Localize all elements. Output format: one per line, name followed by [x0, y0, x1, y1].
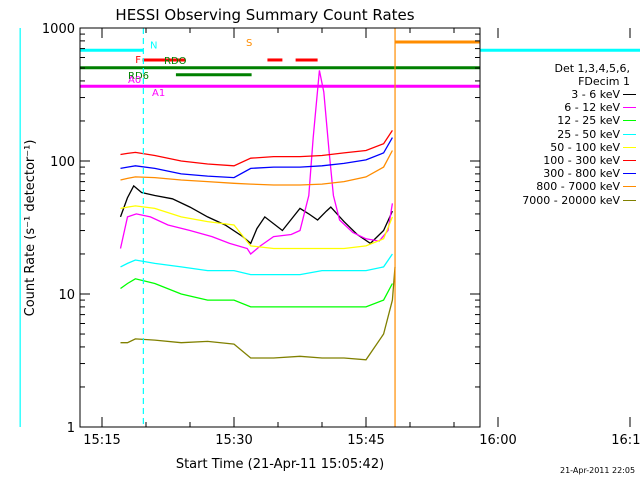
y-tick-label-3: 1000 [42, 22, 75, 37]
legend-swatch [623, 120, 636, 122]
legend-entry-100-300-kev: 100 - 300 keV [486, 154, 636, 167]
legend-entry-25-50-kev: 25 - 50 keV [486, 128, 636, 141]
legend-label: 100 - 300 keV [543, 154, 620, 168]
generated-timestamp: 21-Apr-2011 22:05 [560, 466, 636, 475]
flag-label-rdo: RDO [164, 56, 187, 67]
series-line-3-6-kev-part-1 [119, 184, 393, 245]
series-line-12-25-kev-part-1 [120, 278, 393, 308]
legend-entry-50-100-kev: 50 - 100 keV [486, 141, 636, 154]
legend-swatch [623, 199, 636, 201]
legend-swatch [623, 160, 636, 162]
x-tick-label-1: 15:30 [215, 433, 252, 448]
legend: Det 1,3,4,5,6, FDecim 1 3 - 6 keV 6 - 12 … [486, 62, 636, 207]
legend-entry-300-800-kev: 300 - 800 keV [486, 167, 636, 180]
legend-entries: 3 - 6 keV 6 - 12 keV 12 - 25 keV 25 - 50 ke… [486, 88, 636, 207]
plot-frame [79, 27, 481, 428]
legend-swatch [623, 146, 636, 148]
legend-swatch [623, 133, 636, 135]
x-tick-label-2: 15:45 [347, 433, 384, 448]
x-axis-label: Start Time (21-Apr-11 15:05:42) [176, 457, 384, 472]
legend-label: 25 - 50 keV [557, 127, 620, 141]
legend-header-line-1: Det 1,3,4,5,6, [554, 62, 630, 75]
legend-label: 7000 - 20000 keV [522, 193, 620, 207]
x-tick-label-0: 15:15 [83, 433, 120, 448]
flag-label-n: N [150, 40, 157, 51]
series-traces [119, 70, 396, 361]
y-tick-label-2: 100 [50, 155, 75, 170]
chart-title: HESSI Observing Summary Count Rates [115, 6, 414, 24]
y-tick-label-1: 10 [58, 288, 75, 303]
x-tick-label-3: 16:00 [479, 433, 516, 448]
flag-label-a1: A1 [152, 88, 165, 99]
vertical-markers [19, 28, 396, 427]
series-line-800-7000-kev-part-1 [120, 150, 393, 186]
flag-label-rd6: RD6 [128, 71, 149, 82]
axes: 110100100015:1515:3015:4516:0016:1516:30… [42, 22, 640, 448]
series-line-100-300-kev-part-1 [120, 130, 393, 167]
flag-label-s: S [246, 38, 252, 49]
y-axis-label: Count Rate (s⁻¹ detector⁻¹) [23, 140, 38, 317]
series-line-300-800-kev-part-1 [120, 137, 393, 179]
legend-entry-12-25-kev: 12 - 25 keV [486, 114, 636, 127]
legend-entry-800-7000-kev: 800 - 7000 keV [486, 180, 636, 193]
legend-label: 50 - 100 keV [550, 140, 620, 154]
series-line-7000-20000-kev-part-1 [120, 266, 396, 361]
legend-entry-7000-20000-kev: 7000 - 20000 keV [486, 194, 636, 207]
flag-label-a0: A0 [128, 75, 141, 86]
legend-entry-6-12-kev: 6 - 12 keV [486, 101, 636, 114]
legend-label: 800 - 7000 keV [536, 180, 620, 194]
legend-swatch [623, 94, 636, 96]
legend-label: 300 - 800 keV [543, 167, 620, 181]
legend-swatch [623, 173, 636, 175]
legend-header-line-2: FDecim 1 [578, 75, 630, 88]
series-line-25-50-kev-part-1 [120, 253, 393, 276]
legend-label: 3 - 6 keV [571, 88, 620, 102]
series-line-6-12-kev-part-1 [119, 70, 394, 255]
y-tick-label-0: 1 [67, 421, 75, 436]
x-tick-label-4: 16:15 [611, 433, 640, 448]
legend-swatch [623, 186, 636, 188]
legend-entry-3-6-kev: 3 - 6 keV [486, 88, 636, 101]
legend-swatch [623, 107, 636, 109]
series-line-50-100-kev-part-1 [120, 205, 394, 250]
legend-label: 6 - 12 keV [564, 101, 620, 115]
flag-label-f: F [135, 55, 141, 66]
legend-label: 12 - 25 keV [557, 114, 620, 128]
